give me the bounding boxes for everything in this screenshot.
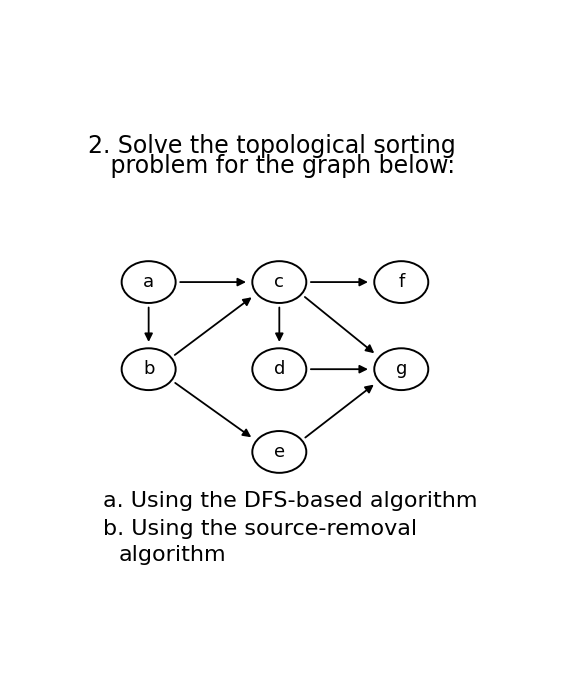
Text: 2. Solve the topological sorting: 2. Solve the topological sorting xyxy=(88,134,455,158)
Ellipse shape xyxy=(252,261,306,303)
Ellipse shape xyxy=(252,431,306,473)
Text: b. Using the source-removal: b. Using the source-removal xyxy=(103,520,417,539)
Text: g: g xyxy=(396,360,407,378)
Ellipse shape xyxy=(252,348,306,390)
Ellipse shape xyxy=(121,348,176,390)
Ellipse shape xyxy=(121,261,176,303)
Ellipse shape xyxy=(374,261,428,303)
Text: a: a xyxy=(143,273,154,291)
Ellipse shape xyxy=(374,348,428,390)
Text: f: f xyxy=(398,273,405,291)
Text: a. Using the DFS-based algorithm: a. Using the DFS-based algorithm xyxy=(103,491,477,511)
Text: problem for the graph below:: problem for the graph below: xyxy=(88,154,455,178)
Text: c: c xyxy=(274,273,284,291)
Text: b: b xyxy=(143,360,155,378)
Text: e: e xyxy=(274,443,285,461)
Text: d: d xyxy=(274,360,285,378)
Text: algorithm: algorithm xyxy=(118,545,226,565)
